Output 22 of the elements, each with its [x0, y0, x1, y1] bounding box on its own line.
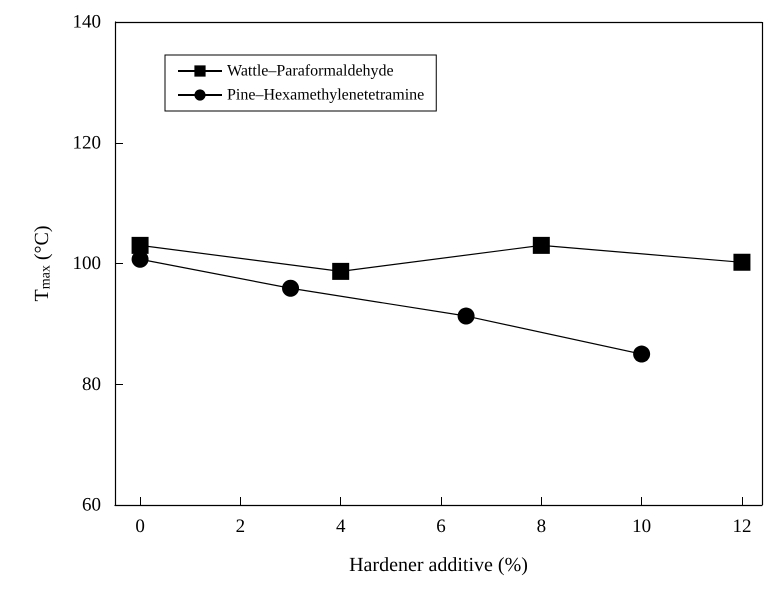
- x-tick-label: 4: [336, 516, 346, 537]
- x-axis-title: Hardener additive (%): [349, 554, 528, 576]
- y-tick-label: 80: [82, 374, 101, 395]
- point: [733, 254, 750, 271]
- point: [633, 346, 650, 363]
- point: [282, 280, 300, 297]
- y-tick-label: 120: [72, 132, 101, 154]
- y-tick-label: 100: [72, 253, 101, 274]
- point: [332, 262, 350, 280]
- y-tick-label: 140: [72, 12, 101, 32]
- point: [532, 236, 550, 254]
- y-tick-label: 60: [82, 494, 101, 516]
- legend-label: Wattle–Paraformaldehyde: [227, 62, 394, 80]
- x-tick-label: 12: [732, 516, 752, 537]
- x-tick-label: 0: [135, 516, 145, 537]
- y-axis-title: Tmax (°C): [31, 226, 54, 302]
- x-tick-label: 6: [436, 516, 446, 537]
- x-tick-label: 2: [236, 516, 246, 537]
- x-tick-label: 8: [536, 516, 546, 537]
- legend-label: Pine–Hexamethylenetetramine: [227, 86, 424, 104]
- point: [458, 308, 475, 325]
- x-tick-label: 10: [632, 516, 652, 537]
